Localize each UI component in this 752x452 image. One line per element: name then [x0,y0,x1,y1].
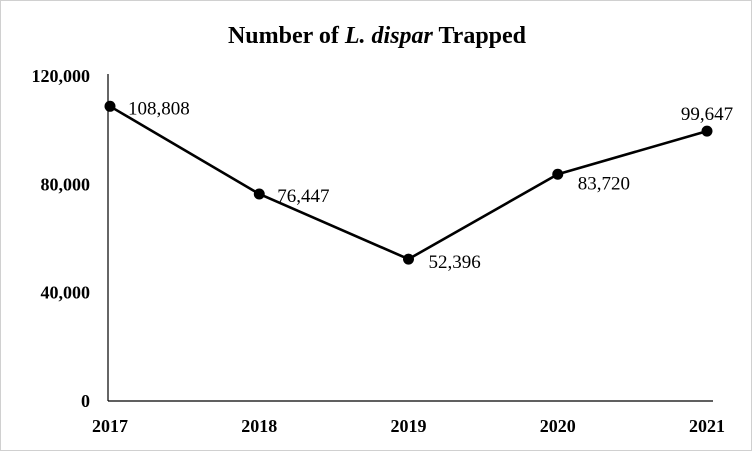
data-point [403,253,414,265]
x-tick-label: 2017 [92,416,128,436]
data-label: 83,720 [578,173,630,194]
data-labels-group: 108,808 76,447 52,396 83,720 99,647 [128,98,733,273]
data-point [253,188,265,200]
data-point [701,125,713,137]
chart-title-suffix: Trapped [438,23,526,49]
x-tick-label: 2019 [391,416,427,436]
data-label: 76,447 [277,186,329,207]
y-tick-label: 80,000 [41,174,91,194]
x-tick-label: 2021 [689,416,725,436]
y-tick-label: 40,000 [41,283,91,303]
data-point [104,100,116,112]
x-tick-label: 2020 [540,416,576,436]
points-group [104,100,713,265]
data-point [552,168,564,180]
chart-title-prefix: Number of [228,23,345,49]
chart-title: Number of L. dispar Trapped [228,23,527,49]
chart-title-italic: L. dispar [344,23,434,49]
x-axis-ticks: 2017 2018 2019 2020 2021 [92,416,725,436]
x-tick-label: 2018 [241,416,277,436]
y-axis-ticks: 0 40,000 80,000 120,000 [32,66,91,411]
data-label: 108,808 [128,98,190,119]
y-tick-label: 120,000 [32,66,91,86]
data-label: 99,647 [681,104,733,125]
axes [107,74,713,402]
data-label: 52,396 [429,252,481,273]
y-tick-label: 0 [81,391,90,411]
